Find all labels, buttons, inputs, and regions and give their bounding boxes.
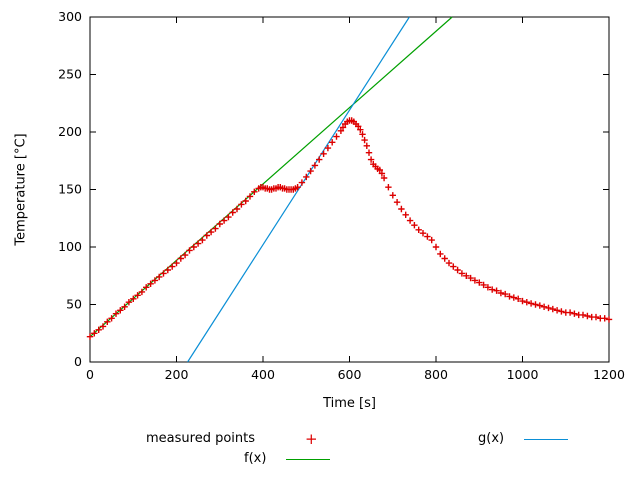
svg-text:50: 50: [66, 297, 82, 312]
svg-text:1000: 1000: [507, 367, 539, 382]
svg-text:0: 0: [86, 367, 94, 382]
svg-text:400: 400: [251, 367, 275, 382]
legend-measured-points-label: measured points: [146, 431, 256, 446]
y-axis-label: Temperature [°C]: [13, 133, 29, 246]
plus-marker-icon: +: [305, 430, 318, 448]
svg-text:1200: 1200: [593, 367, 625, 382]
svg-text:600: 600: [338, 367, 362, 382]
svg-text:200: 200: [58, 124, 82, 139]
svg-text:200: 200: [165, 367, 189, 382]
svg-text:300: 300: [58, 9, 82, 24]
svg-text:150: 150: [58, 182, 82, 197]
legend-g-label: g(x): [478, 431, 505, 446]
svg-text:800: 800: [424, 367, 448, 382]
f-line-swatch-icon: [286, 459, 330, 460]
svg-text:0: 0: [74, 354, 82, 369]
svg-text:250: 250: [58, 67, 82, 82]
g-line-swatch-icon: [524, 439, 568, 440]
x-axis-label: Time [s]: [323, 396, 376, 411]
svg-text:100: 100: [58, 239, 82, 254]
legend-f-label: f(x): [244, 451, 267, 466]
